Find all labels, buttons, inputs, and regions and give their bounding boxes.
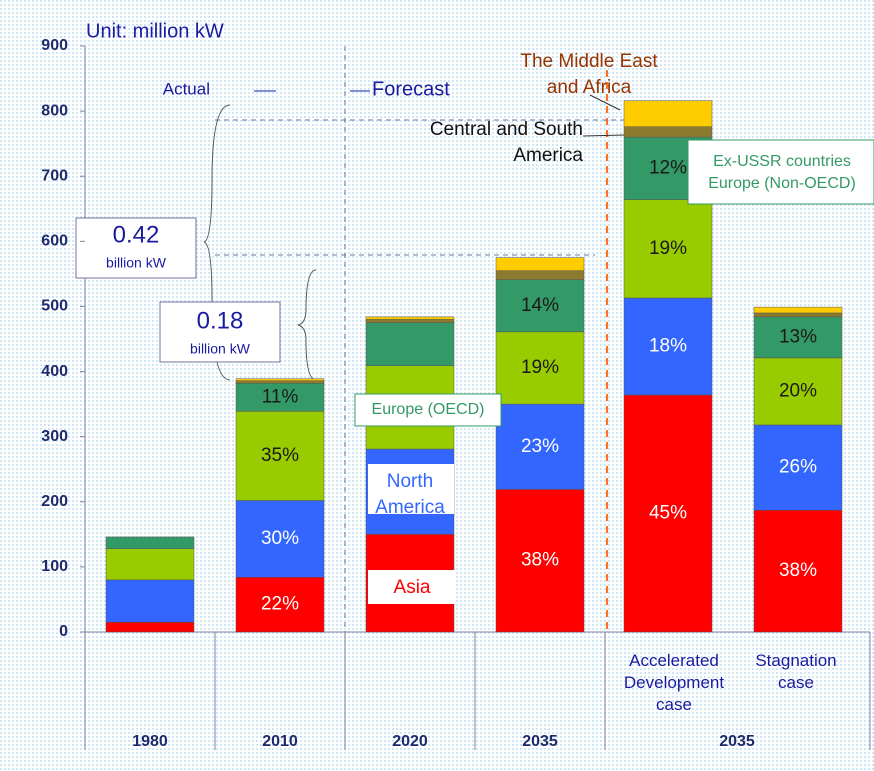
value-label: 26% <box>779 457 817 478</box>
legend-box <box>368 464 454 514</box>
legend-label: Europe (OECD) <box>372 401 485 418</box>
legend-label: North America <box>375 471 445 518</box>
x-tick-label: Stagnation case <box>755 651 836 692</box>
bar-segment <box>753 306 843 314</box>
bar-segment <box>105 579 195 623</box>
bar-segment <box>365 322 455 366</box>
bar-segment <box>623 100 713 127</box>
bar-segment <box>495 403 585 490</box>
value-label: 45% <box>649 503 687 524</box>
bar-segment <box>365 316 455 320</box>
annotation-unit: billion kW <box>106 255 167 271</box>
y-tick-label: 600 <box>41 233 68 250</box>
unit-label: Unit: million kW <box>86 20 224 42</box>
x-tick-label: Accelerated Development case <box>624 651 724 714</box>
bar-segment <box>495 257 585 271</box>
value-label: 23% <box>521 436 559 457</box>
legend-box <box>687 139 874 205</box>
bar-segment <box>753 509 843 633</box>
x-tick-label: 2020 <box>392 733 428 750</box>
value-label: 35% <box>261 445 299 466</box>
value-label: 19% <box>649 238 687 259</box>
y-tick-label: 900 <box>41 37 68 54</box>
bar-segment <box>495 489 585 633</box>
legend-label: Central and South America <box>430 119 584 166</box>
y-tick-label: 200 <box>41 493 68 510</box>
bar-segment <box>495 279 585 333</box>
bar-segment <box>623 394 713 633</box>
bar-segment <box>235 378 325 381</box>
legend-label: Ex-USSR countries Europe (Non-OECD) <box>708 153 856 192</box>
legend-label: The Middle East and Africa <box>520 51 658 98</box>
y-tick-label: 700 <box>41 167 68 184</box>
annotation-value: 0.42 <box>113 221 160 248</box>
value-label: 38% <box>779 560 817 581</box>
y-tick-label: 500 <box>41 298 68 315</box>
bar-segment <box>623 199 713 299</box>
bar-segment <box>623 297 713 396</box>
legend-box <box>368 570 456 604</box>
value-label: 14% <box>521 295 559 316</box>
value-label: 22% <box>261 594 299 615</box>
bar-segment <box>365 319 455 323</box>
x-tick-label: 2010 <box>262 733 298 750</box>
bar-segment <box>753 312 843 318</box>
bar-segment <box>623 126 713 138</box>
group-label: 2035 <box>719 733 755 750</box>
x-tick-label: 1980 <box>132 733 168 750</box>
value-label: 13% <box>779 326 817 347</box>
bar-segment <box>105 536 195 549</box>
value-label: 19% <box>521 357 559 378</box>
bar-segment <box>235 380 325 384</box>
layout <box>75 46 871 750</box>
bar-segment <box>753 424 843 511</box>
value-label: 30% <box>261 528 299 549</box>
bar-segment <box>753 316 843 359</box>
y-tick-label: 800 <box>41 102 68 119</box>
bar-segment <box>495 331 585 405</box>
legend-label: Asia <box>394 577 431 598</box>
value-label: 18% <box>649 336 687 357</box>
y-tick-label: 0 <box>59 623 68 640</box>
value-label: 11% <box>262 386 299 407</box>
bar-segment <box>235 383 325 412</box>
value-label: 12% <box>649 157 687 178</box>
actual-label: Actual <box>163 79 210 98</box>
value-label: 20% <box>779 380 817 401</box>
value-label: 38% <box>521 550 559 571</box>
y-tick-label: 400 <box>41 363 68 380</box>
forecast-label: Forecast <box>372 78 450 100</box>
annotation-unit: billion kW <box>190 341 251 357</box>
bar-segment <box>235 411 325 501</box>
annotation-value: 0.18 <box>197 307 244 334</box>
x-tick-label: 2035 <box>522 733 558 750</box>
bar-segment <box>753 357 843 426</box>
bar-segment <box>235 577 325 633</box>
legend-box <box>354 393 502 427</box>
bar-segment <box>105 621 195 633</box>
y-tick-label: 100 <box>41 558 68 575</box>
bar-segment <box>105 548 195 581</box>
bar-segment <box>495 270 585 280</box>
y-tick-label: 300 <box>41 428 68 445</box>
